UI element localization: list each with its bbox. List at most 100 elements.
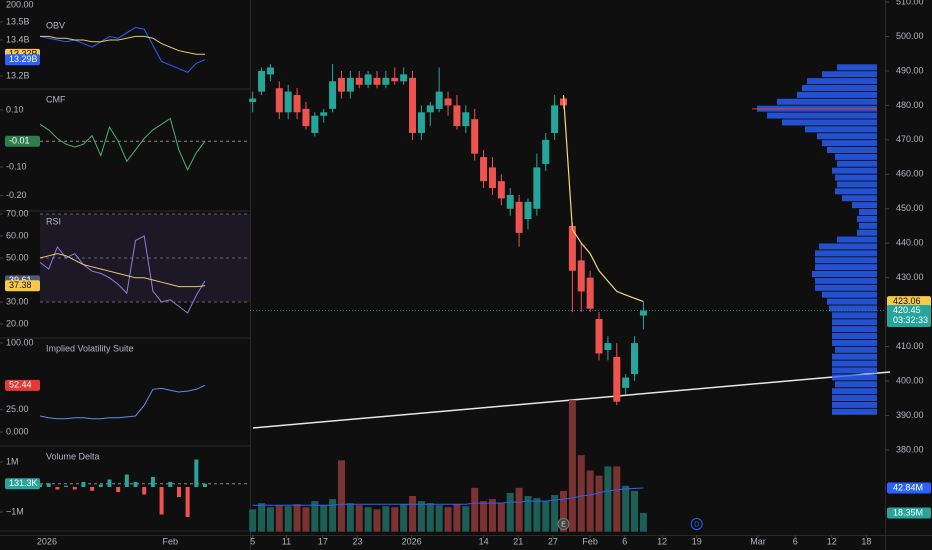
delta-bar xyxy=(168,482,173,487)
time-label: 14 xyxy=(479,536,489,546)
candle-body xyxy=(391,77,399,82)
candle-body xyxy=(462,112,470,127)
indicator-line xyxy=(39,384,206,420)
volume-profile-bar xyxy=(815,257,877,264)
volume-profile-bar xyxy=(832,167,877,174)
delta-bar xyxy=(107,479,112,487)
volume-bar xyxy=(622,485,630,532)
volume-badge xyxy=(887,482,931,494)
volume-bar xyxy=(444,507,452,532)
delta-bar xyxy=(90,487,95,491)
volume-profile-bar xyxy=(817,133,877,140)
volume-profile-bar xyxy=(822,291,877,298)
volume-bar xyxy=(320,505,328,532)
value-badge-label: 131.3K xyxy=(9,478,38,488)
volume-bar xyxy=(497,503,505,532)
volume-bar xyxy=(586,470,594,532)
volume-profile-bar xyxy=(835,153,877,160)
candle-body xyxy=(284,91,292,113)
volume-profile-bar xyxy=(827,146,877,153)
pane-tick-label: 25.00 xyxy=(6,404,29,414)
delta-bar xyxy=(194,459,199,487)
pane-tick-label: 13.2B xyxy=(6,70,30,80)
volume-bar xyxy=(480,501,488,532)
candle-body xyxy=(613,356,621,402)
pane-tick-label: 70.00 xyxy=(6,208,29,218)
volume-bar xyxy=(524,496,532,532)
value-badge-label: 39.61 xyxy=(9,275,32,285)
time-label: 6 xyxy=(793,536,798,546)
event-icon xyxy=(690,518,703,530)
volume-bar xyxy=(568,400,576,532)
candle-body xyxy=(275,88,283,113)
time-label: 18 xyxy=(861,536,871,546)
candle-body xyxy=(355,77,363,85)
volume-profile-bar xyxy=(815,284,877,291)
candle-body xyxy=(533,167,541,209)
pane-title: RSI xyxy=(46,216,61,226)
candle-body xyxy=(453,105,461,127)
price-badge-label: 423.06 xyxy=(893,296,921,306)
volume-profile-bar xyxy=(832,319,877,326)
event-icon xyxy=(557,518,570,530)
volume-profile-bar xyxy=(822,140,877,147)
candle-body xyxy=(329,81,337,109)
delta-bar xyxy=(142,487,147,495)
candle-body xyxy=(631,343,639,375)
trendline xyxy=(252,371,891,429)
volume-profile-bar xyxy=(857,229,877,236)
volume-profile-bar xyxy=(837,160,877,167)
volume-profile-bar xyxy=(832,401,877,408)
delta-bar xyxy=(81,482,86,487)
time-label: 19 xyxy=(692,536,702,546)
volume-profile-bar xyxy=(829,305,877,312)
volume-profile-bar xyxy=(835,381,877,388)
time-label: 17 xyxy=(318,536,328,546)
volume-profile-bar xyxy=(815,264,877,271)
volume-bar xyxy=(391,507,399,532)
volume-bar xyxy=(293,504,301,532)
pane-tick-label: −1M xyxy=(6,506,24,516)
candle-body xyxy=(568,225,576,271)
pane-title: Implied Volatility Suite xyxy=(46,343,134,353)
indicator-line xyxy=(39,235,206,314)
volume-bar xyxy=(595,475,603,532)
candle-body xyxy=(258,70,266,92)
candle-body xyxy=(417,112,425,133)
price-badge-label: 420.45 xyxy=(893,305,921,315)
volume-profile-bar xyxy=(859,209,877,216)
volume-profile-bar xyxy=(819,243,877,250)
delta-bar xyxy=(72,487,77,490)
candle-body xyxy=(604,343,612,351)
delta-bar xyxy=(116,487,121,492)
volume-bar xyxy=(346,503,354,532)
volume-bar xyxy=(355,505,363,532)
volume-bar xyxy=(382,506,390,532)
volume-profile-bar xyxy=(832,326,877,333)
volume-profile-bar xyxy=(842,195,877,202)
volume-bar xyxy=(373,509,381,532)
volume-profile-bar xyxy=(835,346,877,353)
candle-body xyxy=(364,74,372,85)
indicator-line xyxy=(39,117,206,171)
value-badge xyxy=(5,54,40,66)
time-label: Mar xyxy=(750,536,766,546)
volume-profile-bar xyxy=(827,298,877,305)
volume-bar xyxy=(284,506,292,532)
candle-body xyxy=(320,112,328,116)
volume-bar xyxy=(542,501,550,532)
volume-profile-bar xyxy=(777,98,877,105)
volume-profile-bar xyxy=(837,181,877,188)
indicator-line xyxy=(39,26,206,73)
time-label: 21 xyxy=(513,536,523,546)
volume-bar xyxy=(364,507,372,532)
value-badge-label: 13.32B xyxy=(9,49,38,59)
candle-body xyxy=(249,98,257,102)
volume-bar xyxy=(551,494,559,532)
candle-body xyxy=(524,201,532,220)
volume-bar xyxy=(462,506,470,532)
volume-profile-bar xyxy=(815,250,877,257)
price-label: 430.00 xyxy=(896,272,924,282)
price-label: 500.00 xyxy=(896,31,924,41)
pane-tick-label: 20.00 xyxy=(6,318,29,328)
